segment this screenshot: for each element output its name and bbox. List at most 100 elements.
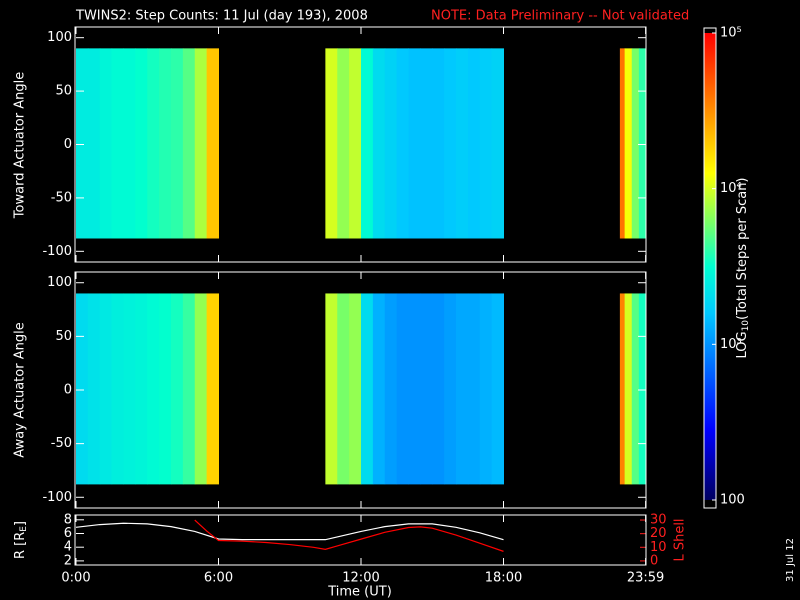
y-tick-label: 50 — [55, 329, 72, 344]
line — [75, 522, 504, 541]
heatmap-cell — [325, 48, 338, 239]
y-tick-label: -100 — [42, 244, 72, 259]
colorbar-tick-label: 10³ — [720, 337, 742, 352]
heatmap-cell — [361, 48, 374, 239]
heatmap-cell — [111, 48, 124, 239]
heatmap-cell — [396, 48, 409, 239]
heatmap-cell — [420, 293, 433, 485]
label-part: LOG — [735, 331, 750, 358]
y-axis-label: Toward Actuator Angle — [13, 72, 28, 219]
y-axis-label: R [RE] — [13, 521, 29, 559]
heatmap-cell — [467, 48, 481, 239]
colorbar-tick-label: 10⁴ — [720, 181, 742, 196]
y-tick-label: 4 — [64, 540, 72, 555]
heatmap-cell — [76, 293, 89, 485]
heatmap-cell — [479, 293, 493, 485]
label-sub: E — [19, 526, 29, 532]
colorbar-tick-label: 10⁵ — [720, 26, 742, 41]
heatmap-cell — [631, 293, 640, 485]
y-tick-label: 0 — [64, 383, 72, 398]
heatmap-cell — [135, 48, 148, 239]
heatmap-cell — [619, 48, 626, 239]
heatmap-cell — [76, 48, 89, 239]
heatmap-cell — [444, 48, 457, 239]
heatmap-cell — [372, 48, 386, 239]
footer: 31 Jul 12 — [785, 538, 796, 582]
colorbar — [704, 33, 716, 500]
heatmap-cell — [408, 293, 421, 485]
heatmap-cell — [396, 293, 409, 485]
x-tick-label: 12:00 — [342, 571, 379, 586]
heatmap-cell — [337, 293, 350, 485]
x-axis-label: Time (UT) — [327, 585, 392, 600]
heatmap-cell — [87, 48, 101, 239]
label-part: R [R — [13, 532, 28, 559]
y-tick-label: 2 — [64, 553, 72, 568]
heatmap-cell — [456, 293, 469, 485]
heatmap-cell — [638, 293, 647, 485]
heatmap-cell — [456, 48, 469, 239]
heatmap-cell — [135, 293, 148, 485]
heatmap-cell — [420, 48, 433, 239]
y-tick-label: -50 — [51, 190, 72, 205]
heatmap-cell — [638, 48, 647, 239]
heatmap-cell — [87, 293, 101, 485]
y2-axis-label: L Shell — [673, 518, 688, 561]
heatmap-cell — [619, 293, 626, 485]
heatmap-cell — [182, 48, 196, 239]
y-tick-label: 8 — [64, 512, 72, 527]
heatmap-cell — [147, 48, 160, 239]
x-tick-label: 23:59 — [627, 571, 664, 586]
heatmap-cell — [361, 293, 374, 485]
heatmap-cell — [631, 48, 640, 239]
label-sub: 10 — [741, 320, 751, 332]
x-tick-label: 6:00 — [204, 571, 233, 586]
heatmap-cell — [372, 293, 386, 485]
heatmap-cell — [479, 48, 493, 239]
heatmap-cell — [432, 293, 445, 485]
heatmap-cell — [206, 48, 219, 239]
y2-tick-label: 20 — [650, 526, 667, 541]
heatmap-cell — [491, 48, 504, 239]
heatmap-cell — [182, 293, 196, 485]
heatmap-cell — [408, 48, 421, 239]
y-tick-label: -50 — [51, 436, 72, 451]
heatmap-cell — [444, 293, 457, 485]
y2-tick-label: 0 — [650, 553, 658, 568]
colorbar-label: LOG10(Total Steps per Scan) — [735, 177, 751, 358]
heatmap-cell — [171, 293, 184, 485]
heatmap-cell — [624, 48, 633, 239]
heatmap-cell — [147, 293, 160, 485]
heatmap-cell — [467, 293, 481, 485]
x-tick-label: 0:00 — [61, 571, 90, 586]
heatmap-cell — [206, 293, 219, 485]
heatmap-cell — [432, 48, 445, 239]
heatmap-cell — [384, 293, 398, 485]
heatmap-cell — [349, 48, 362, 239]
y2-tick-label: 10 — [650, 540, 667, 555]
heatmap-cell — [159, 293, 172, 485]
y-tick-label: 100 — [47, 275, 72, 290]
y-tick-label: 50 — [55, 84, 72, 99]
heatmap-cell — [194, 293, 208, 485]
y-tick-label: 6 — [64, 526, 72, 541]
label-part: ] — [13, 521, 28, 526]
heatmap-cell — [99, 48, 113, 239]
heatmap-cell — [349, 293, 362, 485]
x-tick-label: 18:00 — [485, 571, 522, 586]
heatmap-cell — [123, 48, 136, 239]
heatmap-cell — [194, 48, 208, 239]
heatmap-cell — [384, 48, 398, 239]
heatmap-cell — [491, 293, 504, 485]
heatmap-cell — [337, 48, 350, 239]
plot-frame — [74, 514, 647, 566]
heatmap-cell — [159, 48, 172, 239]
heatmap-cell — [123, 293, 136, 485]
label-part: (Total Steps per Scan) — [735, 177, 750, 319]
title: TWINS2: Step Counts: 11 Jul (day 193), 2… — [75, 9, 368, 24]
colorbar-frame — [703, 27, 717, 509]
note: NOTE: Data Preliminary -- Not validated — [431, 9, 689, 24]
heatmap-cell — [325, 293, 338, 485]
